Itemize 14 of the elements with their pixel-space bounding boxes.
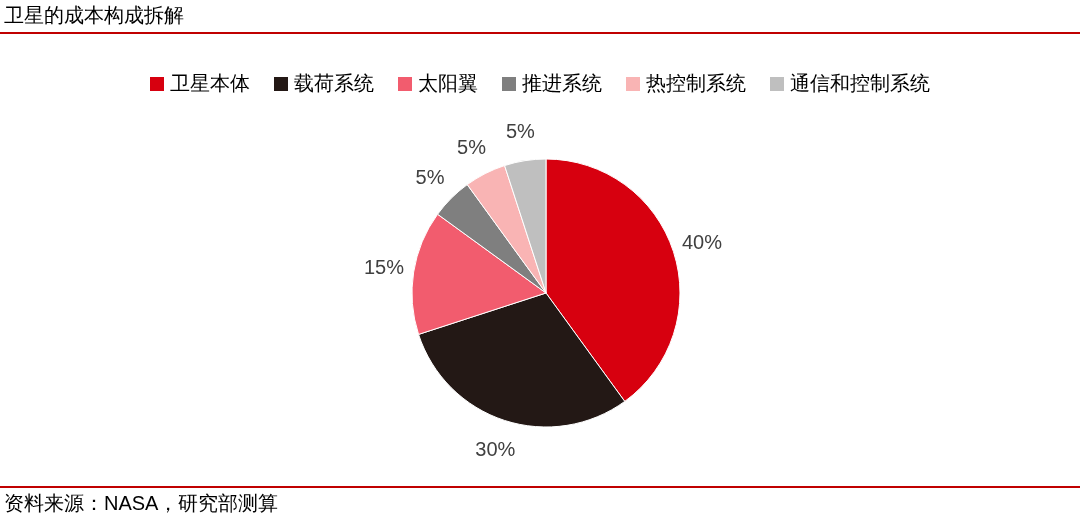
text: 资料来源：NASA，研究部测算 — [4, 491, 279, 516]
legend-label: 热控制系统 — [646, 71, 746, 96]
legend-label: 通信和控制系统 — [790, 71, 930, 96]
data-label: 40% — [681, 231, 723, 254]
legend-label: 太阳翼 — [418, 71, 478, 96]
legend-label: 卫星本体 — [170, 71, 250, 96]
data-label: 5% — [415, 166, 445, 189]
legend-label: 推进系统 — [522, 71, 602, 96]
data-label: 5% — [505, 120, 536, 143]
chart-title: 卫星的成本构成拆解 — [4, 3, 184, 28]
data-label: 30% — [475, 437, 516, 460]
data-label: 5% — [457, 135, 487, 158]
data-label: 15% — [364, 256, 405, 279]
legend-label: 载荷系统 — [294, 71, 374, 96]
